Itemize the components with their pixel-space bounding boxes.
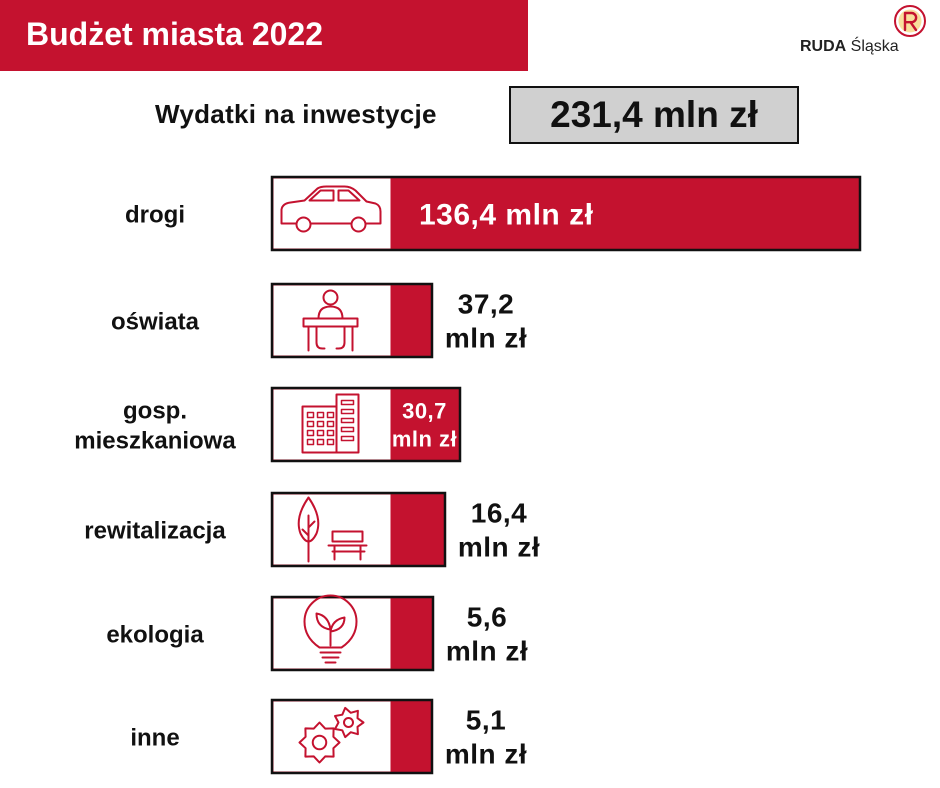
car-icon: [280, 185, 382, 233]
student-head: [322, 289, 339, 306]
category-label: gosp.: [123, 398, 187, 425]
bar-icon-box: [273, 701, 391, 772]
logo-name-rest: Śląska: [850, 38, 899, 55]
bar-value-label: 16,4: [471, 498, 528, 529]
header-band: Budżet miasta 2022: [0, 0, 528, 71]
car-wheel: [295, 216, 312, 233]
desk-top: [302, 317, 359, 328]
bar-value-label: 37,2: [458, 289, 515, 320]
gear-small: [334, 706, 365, 739]
category-label: drogi: [125, 202, 185, 229]
gear-small-hub: [343, 717, 354, 728]
page-title: Budżet miasta 2022: [26, 16, 324, 52]
student-shoulders: [317, 305, 344, 320]
desk-legs: [307, 325, 354, 352]
bar-value-label: mln zł: [446, 636, 528, 667]
total-label: Wydatki na inwestycje: [155, 99, 437, 129]
tree-trunk: [301, 514, 316, 563]
city-logo: RUDA Śląska: [800, 4, 932, 58]
category-label: mieszkaniowa: [74, 428, 236, 455]
gears-icon: [298, 706, 365, 764]
ruda-slaska-emblem-icon: [894, 5, 926, 37]
bulb-glass: [303, 594, 358, 649]
bar-value-label: 5,1: [466, 705, 506, 736]
bar-row: gosp. mieszkaniowa 30,7 mln zł: [74, 386, 462, 463]
apartment-buildings-icon: [301, 393, 360, 454]
category-label: ekologia: [106, 622, 204, 649]
city-logo-text: RUDA Śląska: [800, 37, 899, 57]
total-value: 231,4 mln zł: [550, 94, 758, 135]
category-label: inne: [130, 725, 179, 752]
bar-row: drogi 136,4 mln zł: [125, 175, 862, 252]
logo-name-bold: RUDA: [800, 38, 847, 55]
car-windows: [308, 189, 361, 202]
building-right: [335, 393, 360, 454]
bar-value-label: 30,7: [402, 398, 447, 423]
bulb-base: [319, 651, 342, 664]
gear-large: [298, 721, 341, 764]
gear-large-hub: [311, 734, 328, 751]
category-label: oświata: [111, 309, 200, 336]
car-body: [280, 185, 382, 225]
bulb-leaves: [315, 612, 346, 647]
bar-icon-box: [273, 178, 391, 249]
bar-value-label: mln zł: [445, 739, 527, 770]
car-wheel: [350, 216, 367, 233]
eco-lightbulb-icon: [303, 594, 358, 664]
tree-bench-icon: [297, 496, 368, 563]
total-box: 231,4 mln zł: [509, 86, 799, 144]
bar-icon-box: [273, 285, 391, 356]
bar-value-label: 136,4 mln zł: [419, 198, 594, 231]
bar-icon-box: [273, 494, 391, 565]
bar-icon-box: [273, 389, 391, 460]
bar-value-label: 5,6: [467, 602, 507, 633]
bar-value-label: mln zł: [445, 323, 527, 354]
bar-value-label: mln zł: [458, 532, 540, 563]
bar-value-label: mln zł: [392, 426, 457, 451]
bench: [327, 530, 368, 561]
category-label: rewitalizacja: [84, 518, 226, 545]
student-desk-icon: [302, 289, 359, 352]
building-windows: [306, 399, 355, 446]
